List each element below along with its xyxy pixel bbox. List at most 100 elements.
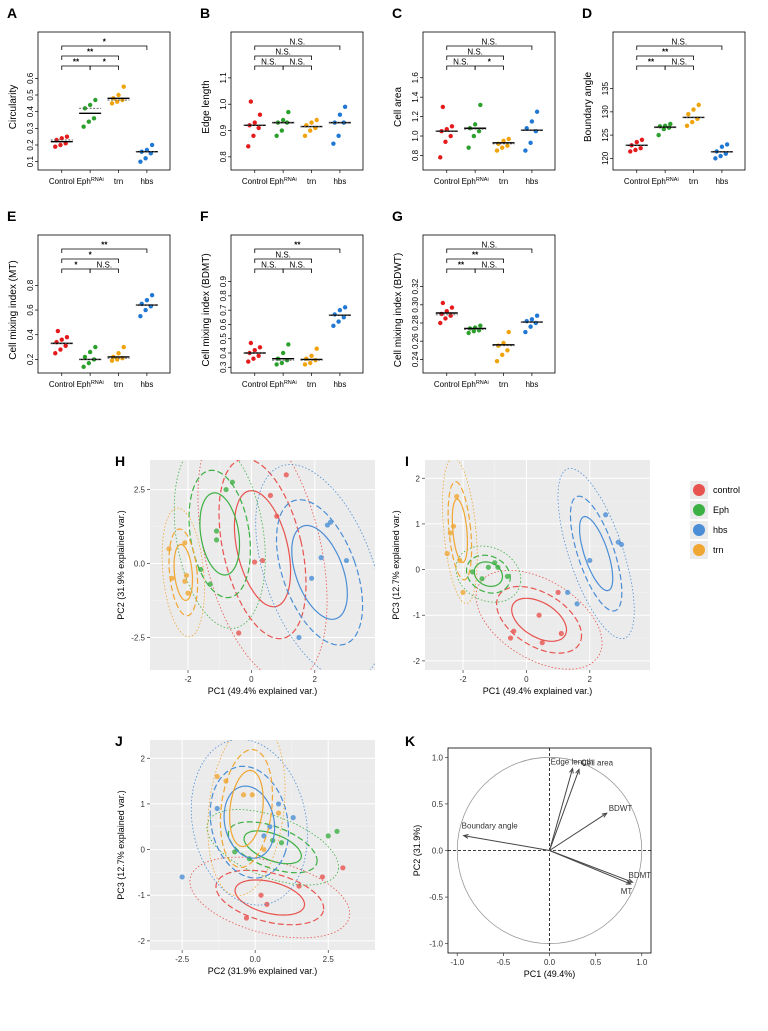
plot-content (161, 460, 375, 670)
vector-arrowhead (462, 833, 469, 839)
x-tick-label: 1.0 (636, 958, 648, 967)
panel-letter: G (392, 208, 403, 224)
significance-bracket (254, 55, 312, 60)
data-point-Eph (325, 833, 331, 839)
legend-swatch-hbs (693, 524, 705, 536)
x-tick-label: Control (49, 177, 75, 186)
y-tick-label: -2.5 (131, 633, 145, 642)
y-axis-label: Boundary angle (583, 72, 594, 142)
y-tick-label: 0.3 (219, 361, 228, 373)
data-point (331, 141, 336, 146)
y-tick-label: 0.6 (26, 304, 35, 316)
significance-label: N.S. (290, 38, 306, 47)
data-point (523, 148, 528, 153)
data-point (86, 360, 92, 366)
data-point-control (274, 513, 280, 519)
x-tick-label: EphRNAi (462, 177, 489, 186)
x-tick-label: trn (689, 177, 698, 186)
data-point (149, 142, 155, 148)
vector-label: Edge length (551, 758, 594, 767)
ellipse-95-Eph (227, 821, 318, 874)
data-point (690, 119, 695, 125)
data-point (274, 362, 279, 367)
significance-label: N.S. (275, 251, 291, 260)
data-point (138, 159, 143, 164)
data-point-hbs (618, 541, 625, 548)
significance-label: N.S. (453, 58, 469, 67)
data-point (337, 112, 343, 117)
x-tick-label: hbs (525, 380, 538, 389)
data-point (81, 124, 86, 129)
data-point-hbs (603, 512, 609, 518)
y-axis-label: Cell mixing index (MT) (8, 260, 19, 359)
panel-letter: H (115, 453, 125, 469)
data-point-control (536, 612, 542, 618)
y-tick-label: 0.9 (219, 275, 228, 287)
data-point-control (259, 557, 266, 564)
panel-C: C 0.8 1.0 1.2 1.4 1.6 Cell area Control EphRNAi t… (392, 5, 556, 186)
x-tick-label: hbs (140, 380, 153, 389)
significance-bracket (282, 65, 312, 70)
data-point (116, 351, 121, 356)
data-point (138, 314, 143, 319)
panel-J: J -2.5 0.0 2.5 -2 -1 0 1 2 PC2 (31.9% explained v… (115, 733, 375, 976)
significance-label: ** (101, 241, 108, 250)
y-axis-label: Edge length (201, 80, 212, 133)
data-point (628, 149, 633, 154)
data-point (696, 102, 701, 108)
ellipse-99-hbs (557, 467, 635, 640)
data-point (478, 102, 483, 108)
ellipse-68-control (511, 597, 568, 642)
significance-label: * (89, 251, 93, 260)
significance-bracket (636, 55, 694, 60)
x-tick-superscript: RNAi (666, 177, 679, 183)
ellipse-95-control (218, 460, 307, 640)
significance-bracket (254, 65, 284, 70)
y-tick-label: 1.2 (411, 110, 420, 122)
y-tick-label: 0.3 (26, 122, 35, 134)
data-point-Eph (213, 537, 220, 543)
panel-letter: C (392, 5, 402, 21)
data-point-hbs (574, 601, 580, 607)
y-tick-label: -1 (138, 891, 146, 900)
data-point-Eph (229, 479, 235, 485)
significance-bracket (61, 45, 148, 50)
x-tick-label: EphRNAi (652, 177, 679, 186)
data-point (505, 348, 510, 353)
y-tick-label: 1.0 (411, 130, 420, 142)
data-point-trn (450, 523, 457, 529)
panel-E: E 0.2 0.4 0.6 0.8 Cell mixing index (MT) Contr… (7, 208, 171, 389)
data-point-control (251, 559, 258, 565)
data-point (443, 316, 448, 321)
loading-vector (549, 768, 574, 851)
ellipse-99-control (475, 569, 603, 670)
loading-vector (549, 812, 607, 851)
significance-bracket (89, 268, 119, 273)
significance-label: N.S. (482, 38, 498, 47)
y-tick-label: 0.0 (134, 560, 146, 569)
x-tick-label: trn (307, 380, 316, 389)
y-tick-label: 2 (416, 474, 421, 483)
data-point-trn (182, 578, 188, 584)
data-point-trn (166, 546, 172, 552)
data-point-trn (275, 810, 282, 816)
y-axis-label: PC2 (31.9%) (412, 825, 422, 877)
y-tick-label: 0.5 (26, 89, 35, 101)
x-tick-label: 2 (588, 675, 593, 684)
data-point-trn (447, 530, 453, 536)
panel-B: B 0.8 0.9 1.0 1.1 Edge length Control EphRNAi tr… (200, 5, 364, 186)
data-point-trn (240, 792, 247, 798)
significance-bracket (446, 258, 504, 263)
data-point (279, 360, 285, 366)
x-tick-label: hbs (140, 177, 153, 186)
significance-bracket (446, 268, 476, 273)
significance-bracket (446, 65, 476, 70)
x-tick-label: Control (49, 380, 75, 389)
x-tick-label: trn (499, 177, 508, 186)
significance-bracket (254, 258, 312, 263)
y-tick-label: 0.4 (219, 347, 228, 359)
legend-label-hbs: hbs (713, 525, 728, 535)
significance-label: N.S. (482, 241, 498, 250)
significance-label: ** (294, 241, 301, 250)
data-point (59, 136, 64, 141)
